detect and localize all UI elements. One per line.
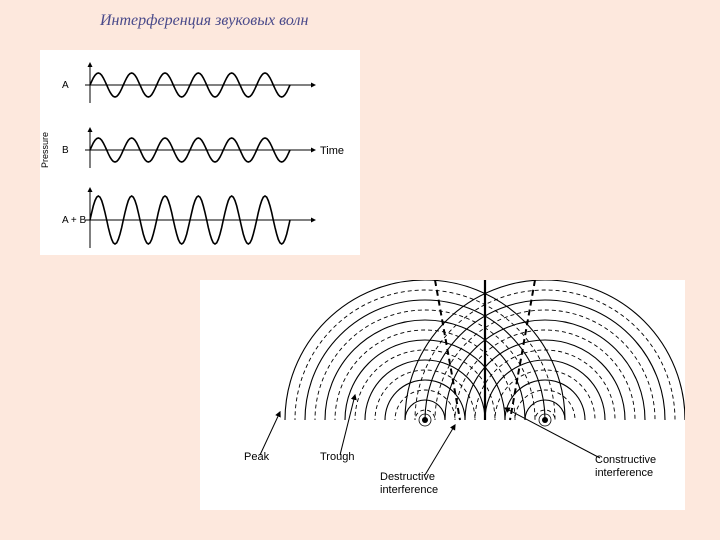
svg-text:A + B: A + B <box>62 215 87 226</box>
interference-svg: PeakTroughDestructiveinterferenceConstru… <box>200 280 685 510</box>
wave-sum-svg: Pressure A B A + B Time <box>40 50 360 255</box>
svg-text:interference: interference <box>380 484 438 496</box>
interference-panel: PeakTroughDestructiveinterferenceConstru… <box>200 280 685 510</box>
svg-text:Constructive: Constructive <box>595 454 656 466</box>
wave-sum-panel: Pressure A B A + B Time <box>40 50 360 255</box>
svg-text:Time: Time <box>320 145 344 157</box>
page-title: Интерференция звуковых волн <box>100 12 308 30</box>
svg-text:A: A <box>62 80 69 91</box>
svg-text:Peak: Peak <box>244 451 270 463</box>
svg-text:interference: interference <box>595 467 653 479</box>
svg-text:Pressure: Pressure <box>40 132 50 168</box>
svg-text:Destructive: Destructive <box>380 471 435 483</box>
svg-text:B: B <box>62 145 69 156</box>
svg-text:Trough: Trough <box>320 451 354 463</box>
